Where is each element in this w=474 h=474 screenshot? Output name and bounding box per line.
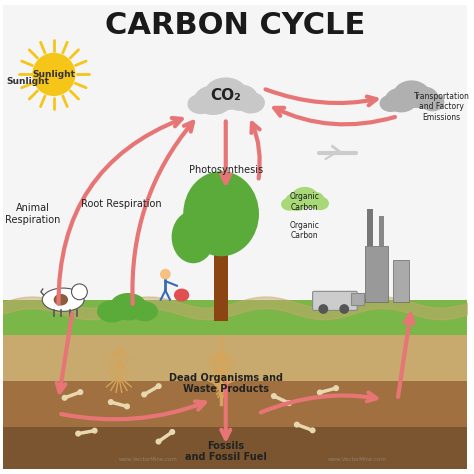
Circle shape [72, 284, 87, 300]
Ellipse shape [173, 211, 214, 263]
Circle shape [170, 429, 174, 434]
Circle shape [334, 386, 338, 391]
FancyBboxPatch shape [194, 96, 257, 109]
Circle shape [125, 404, 129, 409]
Ellipse shape [282, 199, 297, 210]
Circle shape [318, 390, 322, 395]
Circle shape [142, 392, 146, 397]
Circle shape [156, 439, 161, 444]
Text: CARBON CYCLE: CARBON CYCLE [105, 11, 365, 40]
Circle shape [310, 428, 315, 433]
Circle shape [287, 401, 292, 405]
Circle shape [78, 390, 82, 394]
Text: Fossils
and Fossil Fuel: Fossils and Fossil Fuel [185, 441, 267, 463]
FancyBboxPatch shape [3, 300, 467, 339]
Ellipse shape [421, 94, 444, 110]
FancyBboxPatch shape [285, 199, 324, 208]
Circle shape [161, 270, 170, 279]
Text: Photosynthesis: Photosynthesis [189, 165, 263, 175]
FancyBboxPatch shape [393, 260, 409, 302]
Ellipse shape [132, 302, 157, 320]
Ellipse shape [188, 95, 213, 113]
Circle shape [76, 431, 81, 436]
FancyBboxPatch shape [351, 293, 364, 305]
FancyBboxPatch shape [385, 97, 438, 108]
FancyBboxPatch shape [3, 381, 467, 432]
Ellipse shape [205, 78, 246, 109]
Text: www.VectorMine.com: www.VectorMine.com [119, 457, 178, 462]
Ellipse shape [380, 96, 401, 111]
Ellipse shape [174, 289, 189, 301]
Text: Sunlight: Sunlight [7, 77, 50, 86]
Ellipse shape [410, 87, 438, 108]
FancyBboxPatch shape [3, 5, 467, 307]
FancyBboxPatch shape [3, 335, 467, 386]
Text: CO₂: CO₂ [210, 88, 241, 103]
Text: www.VectorMine.com: www.VectorMine.com [328, 457, 387, 462]
Text: Animal
Respiration: Animal Respiration [5, 203, 61, 225]
Ellipse shape [184, 172, 258, 255]
Circle shape [272, 394, 276, 398]
Ellipse shape [194, 86, 232, 114]
FancyBboxPatch shape [379, 216, 384, 246]
Text: Root Respiration: Root Respiration [81, 200, 162, 210]
Ellipse shape [394, 81, 429, 107]
Ellipse shape [224, 85, 257, 110]
Circle shape [33, 54, 75, 95]
Circle shape [294, 422, 299, 427]
Circle shape [62, 395, 67, 400]
Circle shape [319, 305, 328, 313]
Text: Dead Organisms and
Waste Products: Dead Organisms and Waste Products [169, 373, 283, 394]
Ellipse shape [237, 93, 264, 113]
Circle shape [156, 384, 161, 388]
Ellipse shape [110, 294, 146, 319]
Text: Transportation
and Factory
Emissions: Transportation and Factory Emissions [414, 92, 470, 122]
FancyBboxPatch shape [214, 251, 228, 320]
FancyBboxPatch shape [367, 209, 373, 246]
Ellipse shape [303, 192, 324, 208]
Ellipse shape [285, 193, 309, 210]
FancyBboxPatch shape [3, 428, 467, 469]
Circle shape [92, 428, 97, 433]
Ellipse shape [42, 288, 84, 311]
Ellipse shape [312, 197, 328, 210]
Ellipse shape [98, 301, 126, 322]
Text: Organic
Carbon: Organic Carbon [290, 221, 319, 240]
Circle shape [109, 400, 113, 404]
Text: Sunlight: Sunlight [32, 70, 75, 79]
Ellipse shape [55, 295, 67, 305]
FancyBboxPatch shape [365, 246, 388, 302]
Text: Organic
Carbon: Organic Carbon [290, 192, 319, 212]
FancyBboxPatch shape [313, 292, 357, 310]
Ellipse shape [292, 188, 318, 207]
Ellipse shape [385, 88, 417, 112]
Circle shape [340, 305, 348, 313]
